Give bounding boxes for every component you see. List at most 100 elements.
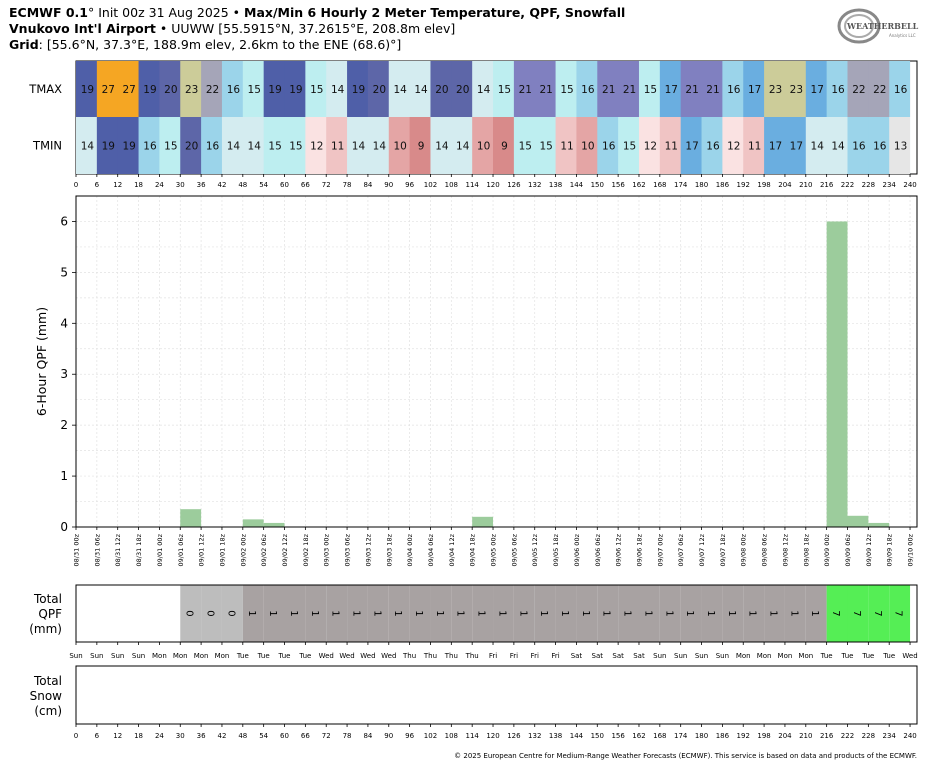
tmin-value: 11 <box>331 141 344 153</box>
total-qpf-day-label: Sun <box>111 652 124 660</box>
temp-tick-label: 138 <box>549 181 562 189</box>
total-qpf-value: 1 <box>330 610 341 616</box>
qpf-xtick-label: 09/04 00z <box>406 533 414 566</box>
total-snow-frame <box>75 665 918 725</box>
snow-tick-label: 150 <box>591 732 604 740</box>
tmax-value: 19 <box>289 84 302 96</box>
tmin-value: 11 <box>665 141 678 153</box>
total-qpf-day-label: Fri <box>551 652 559 660</box>
tmin-value: 16 <box>852 141 866 153</box>
tmin-cell <box>889 117 911 174</box>
snow-tick-label: 18 <box>134 732 143 740</box>
temperature-table: 19 27 27 19 20 23 22 16 15 19 19 15 14 19 20 14 14 20 20 14… <box>28 60 918 189</box>
temp-tick-label: 162 <box>632 181 645 189</box>
station-line: Vnukovo Int'l Airport • UUWW [55.5915°N,… <box>9 21 456 36</box>
tmax-value: 16 <box>831 84 845 96</box>
snow-tick-label: 162 <box>632 732 645 740</box>
total-qpf-cell <box>367 585 389 642</box>
tmax-value: 21 <box>685 84 698 96</box>
temp-tick-label: 204 <box>778 181 792 189</box>
total-qpf-label: (mm) <box>29 622 62 636</box>
tmax-value: 21 <box>602 84 615 96</box>
qpf-xtick-label: 09/05 00z <box>490 533 498 566</box>
total-qpf-frame <box>75 584 918 643</box>
qpf-ytick-label: 1 <box>60 469 68 483</box>
qpf-bar <box>826 221 848 527</box>
total-qpf-value: 1 <box>663 610 674 616</box>
qpf-xtick-label: 08/31 06z <box>93 533 101 566</box>
tmin-value: 16 <box>706 141 720 153</box>
qpf-xtick-label: 09/01 00z <box>156 533 164 566</box>
tmax-value: 21 <box>706 84 719 96</box>
qpf-xtick-label: 09/03 06z <box>344 533 352 566</box>
tmin-value: 16 <box>873 141 887 153</box>
total-qpf-day-label: Wed <box>339 652 354 660</box>
total-qpf-day-label: Sun <box>716 652 729 660</box>
total-qpf-value: 1 <box>747 610 758 616</box>
qpf-xtick-label: 09/02 12z <box>281 533 289 566</box>
tmin-value: 17 <box>685 141 698 153</box>
total-qpf-value: 0 <box>205 610 216 616</box>
qpf-xtick-label: 09/08 00z <box>740 533 748 566</box>
temp-tick-label: 108 <box>445 181 458 189</box>
tmax-value: 23 <box>185 84 198 96</box>
qpf-xtick-label: 09/01 06z <box>177 533 185 566</box>
total-qpf-day-label: Sun <box>69 652 82 660</box>
qpf-xtick-label: 09/08 18z <box>802 533 810 566</box>
tmin-value: 15 <box>623 141 636 153</box>
total-qpf-cell <box>764 585 785 642</box>
tmin-value: 14 <box>227 141 241 153</box>
tmin-value: 14 <box>373 141 387 153</box>
total-qpf-day-label: Wed <box>902 652 917 660</box>
qpf-xtick-label: 09/01 18z <box>218 533 226 566</box>
temp-tick-label: 96 <box>405 181 414 189</box>
total-qpf-day-label: Wed <box>319 652 334 660</box>
temp-tick-label: 84 <box>363 181 372 189</box>
total-qpf-value: 1 <box>517 610 528 616</box>
grid-line: Grid: [55.6°N, 37.3°E, 188.9m elev, 2.6k… <box>9 37 402 52</box>
temp-tick-label: 192 <box>737 181 750 189</box>
snow-tick-label: 168 <box>653 732 666 740</box>
tmax-value: 17 <box>748 84 761 96</box>
temp-tick-label: 42 <box>217 181 226 189</box>
total-qpf-cell <box>242 585 264 642</box>
tmin-value: 14 <box>81 141 95 153</box>
qpf-ytick-label: 5 <box>60 265 68 279</box>
total-qpf-cell <box>701 585 723 642</box>
qpf-xtick-label: 08/31 18z <box>135 533 143 566</box>
temp-tick-label: 186 <box>716 181 730 189</box>
total-qpf-value: 1 <box>809 610 820 616</box>
tmin-value: 14 <box>248 141 262 153</box>
total-qpf-cell <box>180 585 202 642</box>
snow-tick-label: 84 <box>363 732 372 740</box>
tmax-value: 27 <box>102 84 115 96</box>
qpf-plot-area <box>76 196 917 527</box>
tmax-value: 21 <box>519 84 532 96</box>
total-qpf-value: 1 <box>788 610 799 616</box>
tmin-value: 15 <box>268 141 281 153</box>
tmax-value: 15 <box>248 84 261 96</box>
total-qpf-cell <box>805 585 827 642</box>
qpf-ytick-label: 0 <box>60 520 68 534</box>
total-qpf-day-label: Tue <box>820 652 833 660</box>
total-qpf-value: 1 <box>496 610 507 616</box>
tmax-value: 15 <box>644 84 657 96</box>
qpf-bar <box>868 522 890 527</box>
snow-tick-label: 192 <box>737 732 750 740</box>
temp-tick-label: 12 <box>113 181 122 189</box>
copyright-footer: © 2025 European Centre for Medium-Range … <box>454 752 917 760</box>
total-qpf-value: 7 <box>872 610 883 616</box>
total-qpf-value: 1 <box>580 610 591 616</box>
qpf-xtick-label: 08/31 12z <box>114 533 122 566</box>
tmax-value: 19 <box>81 84 94 96</box>
snow-tick-label: 60 <box>280 732 289 740</box>
temp-tick-label: 228 <box>862 181 875 189</box>
tmin-value: 11 <box>748 141 761 153</box>
snow-tick-label: 48 <box>238 732 247 740</box>
total-qpf-day-label: Sun <box>132 652 145 660</box>
qpf-plot-frame <box>75 195 918 528</box>
qpf-xtick-label: 09/04 12z <box>448 533 456 566</box>
qpf-xtick-label: 09/09 18z <box>886 533 894 566</box>
total-qpf-day-label: Tue <box>861 652 874 660</box>
